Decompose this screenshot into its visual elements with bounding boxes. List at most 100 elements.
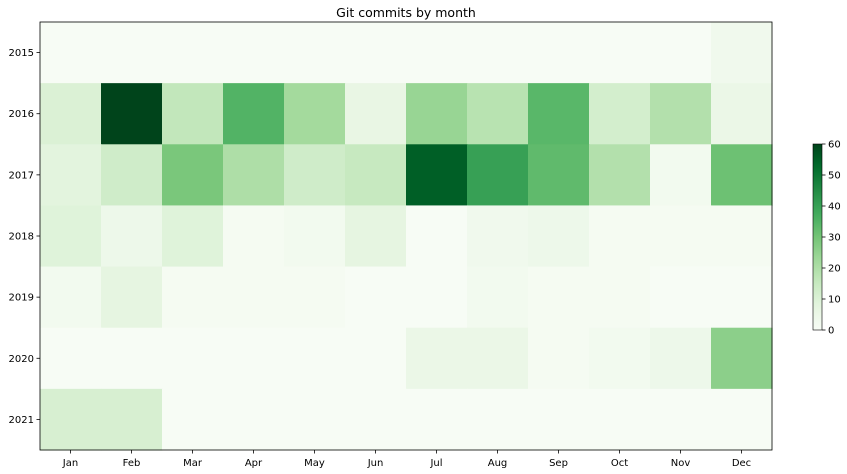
heatmap-cell-2021-mar	[162, 388, 224, 451]
heatmap-cell-2017-may	[284, 144, 346, 207]
heatmap-cell-2021-feb	[101, 388, 163, 451]
heatmap-cell-2016-dec	[711, 83, 773, 145]
heatmap-cell-2019-apr	[223, 266, 285, 329]
x-tick-label: Mar	[183, 458, 203, 469]
heatmap-cell-2018-dec	[711, 205, 773, 268]
x-axis: Jan Feb Mar Apr May Jun Jul Aug Sep Oct Nov Dec	[62, 450, 751, 469]
colorbar-tick-label: 60	[828, 140, 841, 151]
heatmap-cell-2016-aug	[467, 83, 529, 145]
heatmap-cell-2017-jul	[406, 144, 468, 207]
y-tick-label: 2021	[9, 415, 34, 426]
heatmap-cell-2017-nov	[650, 144, 712, 207]
y-tick-label: 2016	[9, 109, 34, 120]
heatmap-cell-2016-mar	[162, 83, 224, 145]
heatmap-cell-2018-oct	[589, 205, 651, 268]
colorbar	[812, 143, 823, 331]
heatmap-cell-2021-jun	[345, 388, 407, 451]
heatmap-cell-2020-jul	[406, 327, 468, 390]
heatmap-cell-2020-jan	[40, 327, 102, 390]
heatmap-cell-2020-mar	[162, 327, 224, 390]
colorbar-tick-label: 10	[828, 295, 841, 306]
heatmap-cell-2018-nov	[650, 205, 712, 268]
heatmap-cell-2016-feb	[101, 83, 163, 145]
heatmap-cell-2015-jan	[40, 22, 102, 84]
y-tick-label: 2015	[9, 48, 34, 59]
heatmap-cell-2015-may	[284, 22, 346, 84]
heatmap-cell-2017-oct	[589, 144, 651, 207]
heatmap-cell-2019-feb	[101, 266, 163, 329]
heatmap-cell-2016-nov	[650, 83, 712, 145]
heatmap-cell-2015-sep	[528, 22, 590, 84]
x-tick-label: Jan	[62, 458, 78, 469]
heatmap-cell-2015-mar	[162, 22, 224, 84]
heatmap-cells	[40, 22, 773, 451]
heatmap-cell-2019-jul	[406, 266, 468, 329]
heatmap-cell-2021-jan	[40, 388, 102, 451]
heatmap-cell-2018-apr	[223, 205, 285, 268]
x-tick-label: Oct	[611, 458, 628, 469]
x-tick-label: Sep	[549, 458, 568, 469]
heatmap-cell-2015-aug	[467, 22, 529, 84]
heatmap-cell-2017-dec	[711, 144, 773, 207]
heatmap-cell-2021-aug	[467, 388, 529, 451]
x-tick-label: Dec	[732, 458, 751, 469]
heatmap-cell-2019-jun	[345, 266, 407, 329]
heatmap-cell-2016-jun	[345, 83, 407, 145]
y-tick-label: 2019	[9, 293, 34, 304]
heatmap-cell-2017-mar	[162, 144, 224, 207]
y-axis: 2015 2016 2017 2018 2019 2020 2021	[9, 48, 40, 426]
heatmap-cell-2021-dec	[711, 388, 773, 451]
x-tick-label: Feb	[123, 458, 141, 469]
heatmap-cell-2020-aug	[467, 327, 529, 390]
colorbar-tick-label: 20	[828, 264, 841, 275]
heatmap-cell-2017-jun	[345, 144, 407, 207]
chart-title: Git commits by month	[336, 5, 476, 20]
heatmap-cell-2016-may	[284, 83, 346, 145]
heatmap-cell-2021-sep	[528, 388, 590, 451]
colorbar-tick-label: 50	[828, 171, 841, 182]
heatmap-cell-2019-aug	[467, 266, 529, 329]
heatmap-cell-2021-nov	[650, 388, 712, 451]
heatmap-cell-2018-sep	[528, 205, 590, 268]
x-tick-label: Jun	[367, 458, 384, 469]
y-tick-label: 2018	[9, 232, 34, 243]
heatmap-cell-2018-feb	[101, 205, 163, 268]
heatmap-cell-2020-dec	[711, 327, 773, 390]
heatmap-cell-2019-sep	[528, 266, 590, 329]
heatmap-cell-2017-apr	[223, 144, 285, 207]
x-tick-label: Jul	[429, 458, 442, 469]
x-tick-label: May	[304, 458, 325, 469]
heatmap-cell-2016-oct	[589, 83, 651, 145]
heatmap-cell-2017-jan	[40, 144, 102, 207]
heatmap-cell-2016-sep	[528, 83, 590, 145]
heatmap-cell-2021-jul	[406, 388, 468, 451]
colorbar-axis: 0 10 20 30 40 50 60	[822, 140, 841, 337]
x-tick-label: Nov	[671, 458, 691, 469]
heatmap-cell-2020-may	[284, 327, 346, 390]
heatmap-cell-2018-mar	[162, 205, 224, 268]
y-tick-label: 2020	[9, 354, 34, 365]
heatmap-cell-2019-oct	[589, 266, 651, 329]
heatmap-cell-2017-feb	[101, 144, 163, 207]
heatmap-cell-2018-jul	[406, 205, 468, 268]
x-tick-label: Aug	[488, 458, 508, 469]
heatmap-cell-2020-oct	[589, 327, 651, 390]
heatmap-cell-2015-dec	[711, 22, 773, 84]
heatmap-cell-2018-jan	[40, 205, 102, 268]
heatmap-cell-2019-mar	[162, 266, 224, 329]
heatmap-cell-2018-jun	[345, 205, 407, 268]
heatmap-cell-2021-may	[284, 388, 346, 451]
heatmap-cell-2019-dec	[711, 266, 773, 329]
heatmap-cell-2017-aug	[467, 144, 529, 207]
colorbar-tick-label: 30	[828, 233, 841, 244]
heatmap-cell-2020-feb	[101, 327, 163, 390]
heatmap-cell-2018-may	[284, 205, 346, 268]
heatmap-cell-2016-jan	[40, 83, 102, 145]
heatmap-cell-2015-feb	[101, 22, 163, 84]
heatmap-cell-2017-sep	[528, 144, 590, 207]
heatmap-cell-2015-apr	[223, 22, 285, 84]
heatmap-cell-2020-sep	[528, 327, 590, 390]
heatmap-cell-2015-oct	[589, 22, 651, 84]
heatmap-cell-2015-jun	[345, 22, 407, 84]
